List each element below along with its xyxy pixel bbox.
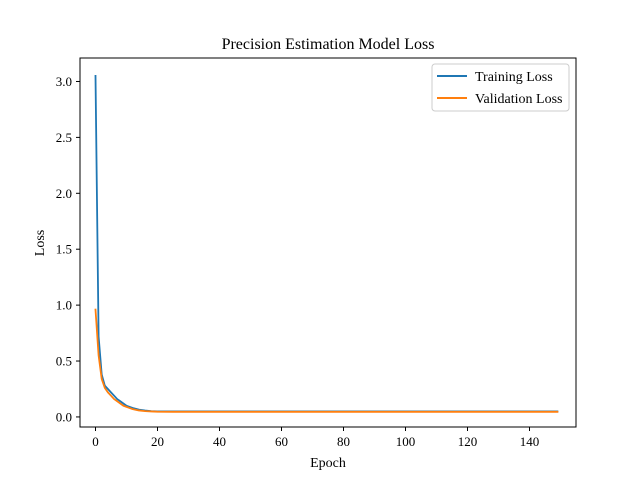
chart-title: Precision Estimation Model Loss [222,36,435,53]
axis-ticks: 0 20 40 60 80 100 120 140 0.0 0.5 1.0 1.5 2.0 2.5 3.0 [56,74,540,449]
y-tick-label: 2.5 [56,130,72,145]
x-tick-label: 100 [396,434,416,449]
legend-label-training: Training Loss [475,70,553,85]
series-lines [94,74,559,413]
y-tick-label: 0.5 [56,354,72,369]
y-tick-label: 1.5 [56,242,72,257]
x-tick-label: 140 [520,434,540,449]
legend-label-validation: Validation Loss [475,92,563,107]
y-tick-label: 2.0 [56,186,72,201]
x-tick-label: 60 [275,434,288,449]
y-axis-label: Loss [33,230,48,256]
x-tick-label: 40 [213,434,226,449]
plot-area-frame [79,57,577,428]
legend: Training Loss Validation Loss [431,63,570,112]
x-tick-label: 120 [458,434,478,449]
x-tick-label: 0 [92,434,99,449]
y-tick-label: 3.0 [56,74,72,89]
x-tick-label: 80 [337,434,350,449]
y-tick-label: 1.0 [56,298,72,313]
series-line-validation [94,308,559,413]
y-tick-label: 0.0 [56,409,72,424]
x-axis-label: Epoch [310,456,346,471]
x-tick-label: 20 [151,434,164,449]
